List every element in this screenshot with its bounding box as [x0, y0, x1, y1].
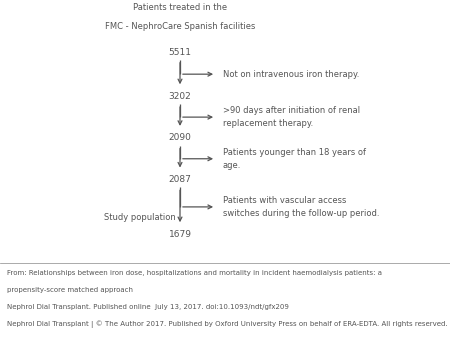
- Text: 5511: 5511: [168, 48, 192, 56]
- Text: Not on intravenous iron therapy.: Not on intravenous iron therapy.: [223, 70, 359, 79]
- Text: FMC - NephroCare Spanish facilities: FMC - NephroCare Spanish facilities: [105, 22, 255, 30]
- Text: Patients with vascular access
switches during the follow-up period.: Patients with vascular access switches d…: [223, 196, 379, 218]
- Text: 2087: 2087: [169, 175, 191, 184]
- Text: >90 days after initiation of renal
replacement therapy.: >90 days after initiation of renal repla…: [223, 106, 360, 128]
- Text: Nephrol Dial Transplant. Published online  July 13, 2017. doi:10.1093/ndt/gfx209: Nephrol Dial Transplant. Published onlin…: [7, 304, 288, 310]
- Text: 2090: 2090: [169, 134, 191, 142]
- Text: Patients younger than 18 years of
age.: Patients younger than 18 years of age.: [223, 148, 366, 170]
- Text: 3202: 3202: [169, 92, 191, 101]
- Text: Patients treated in the: Patients treated in the: [133, 3, 227, 12]
- Text: Nephrol Dial Transplant | © The Author 2017. Published by Oxford University Pres: Nephrol Dial Transplant | © The Author 2…: [7, 320, 447, 328]
- Text: 1679: 1679: [168, 230, 192, 239]
- Text: From: Relationships between iron dose, hospitalizations and mortality in inciden: From: Relationships between iron dose, h…: [7, 270, 382, 276]
- Text: propensity-score matched approach: propensity-score matched approach: [7, 287, 133, 293]
- Text: Study population: Study population: [104, 213, 175, 222]
